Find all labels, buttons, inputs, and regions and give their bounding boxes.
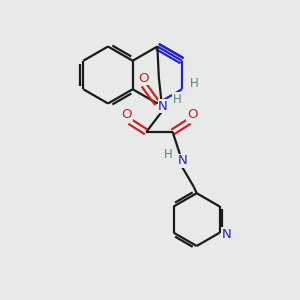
Text: O: O [122, 107, 132, 121]
Text: H: H [172, 92, 181, 106]
Text: N: N [178, 154, 188, 167]
Text: H: H [190, 77, 199, 90]
Text: N: N [221, 228, 231, 241]
Text: N: N [158, 100, 168, 113]
Text: H: H [164, 148, 173, 161]
Text: O: O [187, 107, 197, 121]
Text: O: O [139, 72, 149, 85]
